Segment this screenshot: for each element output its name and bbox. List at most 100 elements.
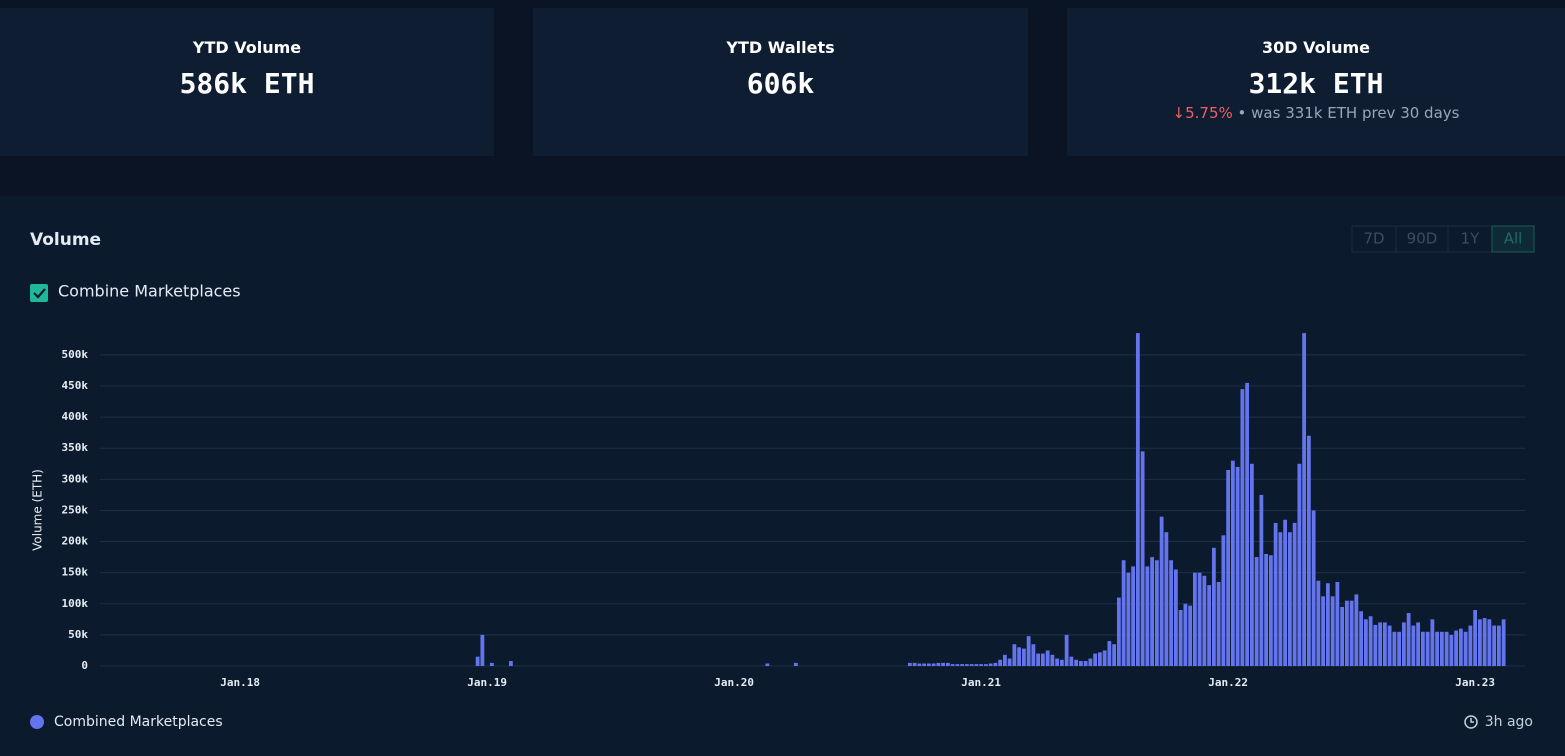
bar <box>1036 653 1041 666</box>
bar <box>1026 636 1031 666</box>
bar <box>1340 606 1345 666</box>
bar <box>508 661 513 666</box>
bar <box>1007 658 1012 666</box>
bar <box>1359 611 1364 666</box>
bar <box>988 663 993 666</box>
x-tick-label: Jan.22 <box>1208 676 1248 689</box>
bar <box>1145 566 1150 666</box>
bar <box>1463 631 1468 666</box>
bar <box>1254 557 1259 666</box>
bar <box>1140 451 1145 666</box>
bar <box>480 634 485 666</box>
y-axis-title: Volume (ETH) <box>31 469 45 551</box>
y-tick-label: 200k <box>62 535 89 548</box>
bar <box>1226 470 1231 666</box>
bar <box>1164 532 1169 666</box>
check-mark <box>33 288 46 299</box>
bar <box>1088 658 1093 666</box>
bar <box>1454 630 1459 666</box>
checkbox-label[interactable]: Combine Marketplaces <box>58 282 241 301</box>
bar <box>1207 585 1212 666</box>
stat-card: YTD Wallets 606k <box>533 8 1028 156</box>
bar <box>1069 656 1074 666</box>
bar <box>1492 625 1497 666</box>
bar <box>1411 625 1416 666</box>
bar <box>1306 435 1311 666</box>
bar <box>1192 572 1197 666</box>
bar <box>1382 622 1387 666</box>
bar <box>489 662 494 666</box>
range-button[interactable] <box>1491 225 1535 253</box>
range-label[interactable]: 1Y <box>1461 230 1481 248</box>
bar <box>475 656 480 666</box>
bar <box>1188 605 1193 666</box>
bar <box>1264 554 1269 666</box>
bar <box>1059 659 1064 666</box>
bar <box>1487 619 1492 666</box>
bar <box>1173 569 1178 666</box>
bar <box>1468 625 1473 666</box>
bar <box>1154 560 1159 666</box>
bar <box>1045 650 1050 666</box>
range-label[interactable]: 7D <box>1363 230 1384 248</box>
bar <box>941 662 946 666</box>
bar <box>1121 560 1126 666</box>
bar <box>912 662 917 666</box>
bar <box>1135 333 1140 666</box>
bar <box>1335 582 1340 666</box>
bar <box>765 663 770 666</box>
bar <box>1102 650 1107 666</box>
bar <box>1116 597 1121 666</box>
bar <box>983 664 988 666</box>
bar <box>922 663 927 666</box>
bar <box>1259 494 1264 666</box>
card-title: YTD Wallets <box>726 38 835 57</box>
bar <box>1325 583 1330 666</box>
x-tick-label: Jan.20 <box>714 676 754 689</box>
bar <box>1354 594 1359 666</box>
bar <box>1501 619 1506 666</box>
stat-card: YTD Volume 586k ETH <box>0 8 494 156</box>
y-tick-label: 0 <box>81 659 88 672</box>
y-tick-label: 300k <box>62 472 89 485</box>
bar <box>1216 582 1221 666</box>
bar <box>1401 622 1406 666</box>
bar <box>1430 619 1435 666</box>
bar <box>1292 522 1297 666</box>
bar <box>1477 619 1482 666</box>
card-value: 312k ETH <box>1248 67 1384 100</box>
bar <box>1107 641 1112 666</box>
bar <box>1178 610 1183 666</box>
bar <box>1017 647 1022 666</box>
bar <box>1240 389 1245 666</box>
bar <box>926 663 931 666</box>
bar <box>1458 628 1463 666</box>
bar <box>1078 661 1083 666</box>
bar <box>950 664 955 666</box>
bar <box>1245 382 1250 666</box>
bar <box>955 664 960 666</box>
bar <box>936 662 941 666</box>
range-label[interactable]: 90D <box>1407 230 1438 248</box>
panel-title: Volume <box>30 230 101 250</box>
y-tick-label: 500k <box>62 348 89 361</box>
bar <box>1002 654 1007 666</box>
checkbox[interactable] <box>30 284 48 302</box>
bar <box>1031 644 1036 666</box>
bar <box>1064 634 1069 666</box>
bar <box>1211 547 1216 666</box>
bar <box>1249 463 1254 666</box>
bar <box>1321 596 1326 666</box>
legend-swatch <box>30 715 44 729</box>
x-tick-label: Jan.18 <box>220 676 260 689</box>
bar <box>979 664 984 666</box>
bar <box>1406 613 1411 666</box>
bar <box>1330 596 1335 666</box>
bar <box>1012 644 1017 666</box>
bar <box>969 664 974 666</box>
bar <box>1273 522 1278 666</box>
bar <box>1083 661 1088 666</box>
bar <box>1150 557 1155 666</box>
range-label[interactable]: All <box>1504 230 1523 248</box>
